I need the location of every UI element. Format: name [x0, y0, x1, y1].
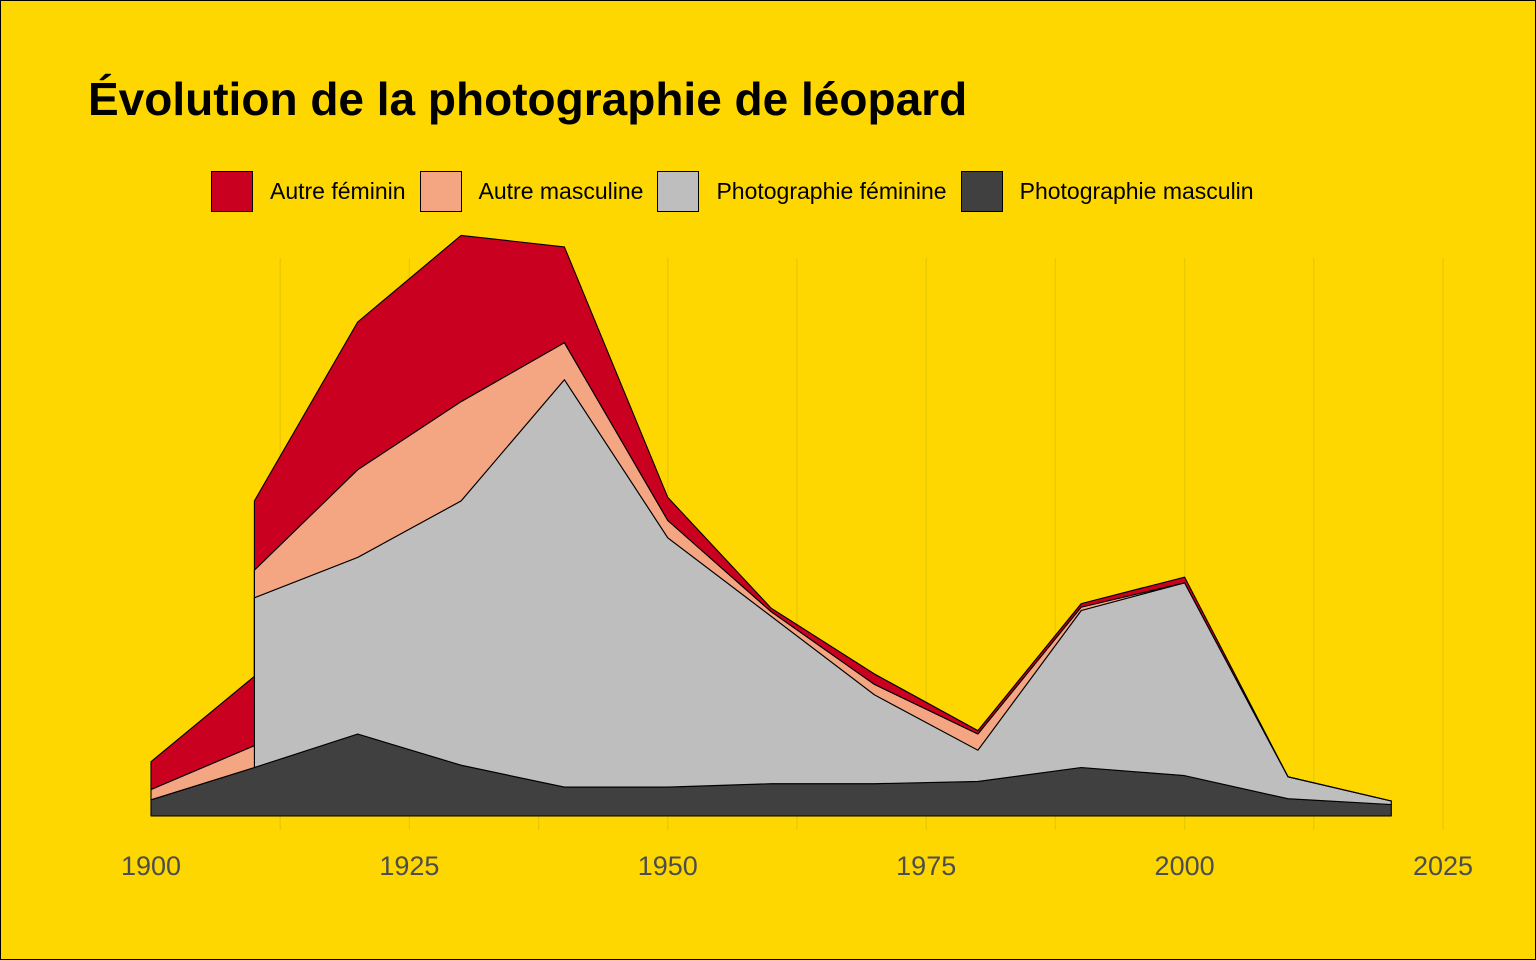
- x-tick-label: 1925: [379, 851, 439, 881]
- x-tick-label: 1950: [638, 851, 698, 881]
- legend-swatch: [657, 170, 700, 212]
- area-autre-feminin: [150, 234, 1392, 802]
- stacked-areas: [150, 234, 1392, 817]
- legend-item: Photographie masculin: [960, 170, 1254, 212]
- x-tick-label: 2000: [1155, 851, 1215, 881]
- x-tick-label: 1900: [121, 851, 181, 881]
- x-tick-label: 2025: [1413, 851, 1473, 881]
- legend-swatch: [960, 170, 1003, 212]
- chart-title: Évolution de la photographie de léopard: [88, 73, 968, 125]
- legend-label: Autre féminin: [270, 177, 406, 204]
- legend-item: Autre féminin: [211, 170, 406, 212]
- legend-swatch: [211, 170, 253, 212]
- x-axis-ticks: 1900 1925 1950 1975 2000 2025: [121, 851, 1473, 881]
- legend-label: Autre masculine: [478, 177, 644, 204]
- legend-label: Photographie féminine: [716, 177, 947, 204]
- legend-label: Photographie masculin: [1019, 177, 1254, 204]
- legend-item: Autre masculine: [419, 170, 644, 212]
- legend: Autre féminin Autre masculine Photographie…: [211, 169, 1268, 213]
- legend-swatch: [419, 170, 462, 212]
- legend-item: Photographie féminine: [657, 170, 947, 212]
- x-tick-label: 1975: [896, 851, 956, 881]
